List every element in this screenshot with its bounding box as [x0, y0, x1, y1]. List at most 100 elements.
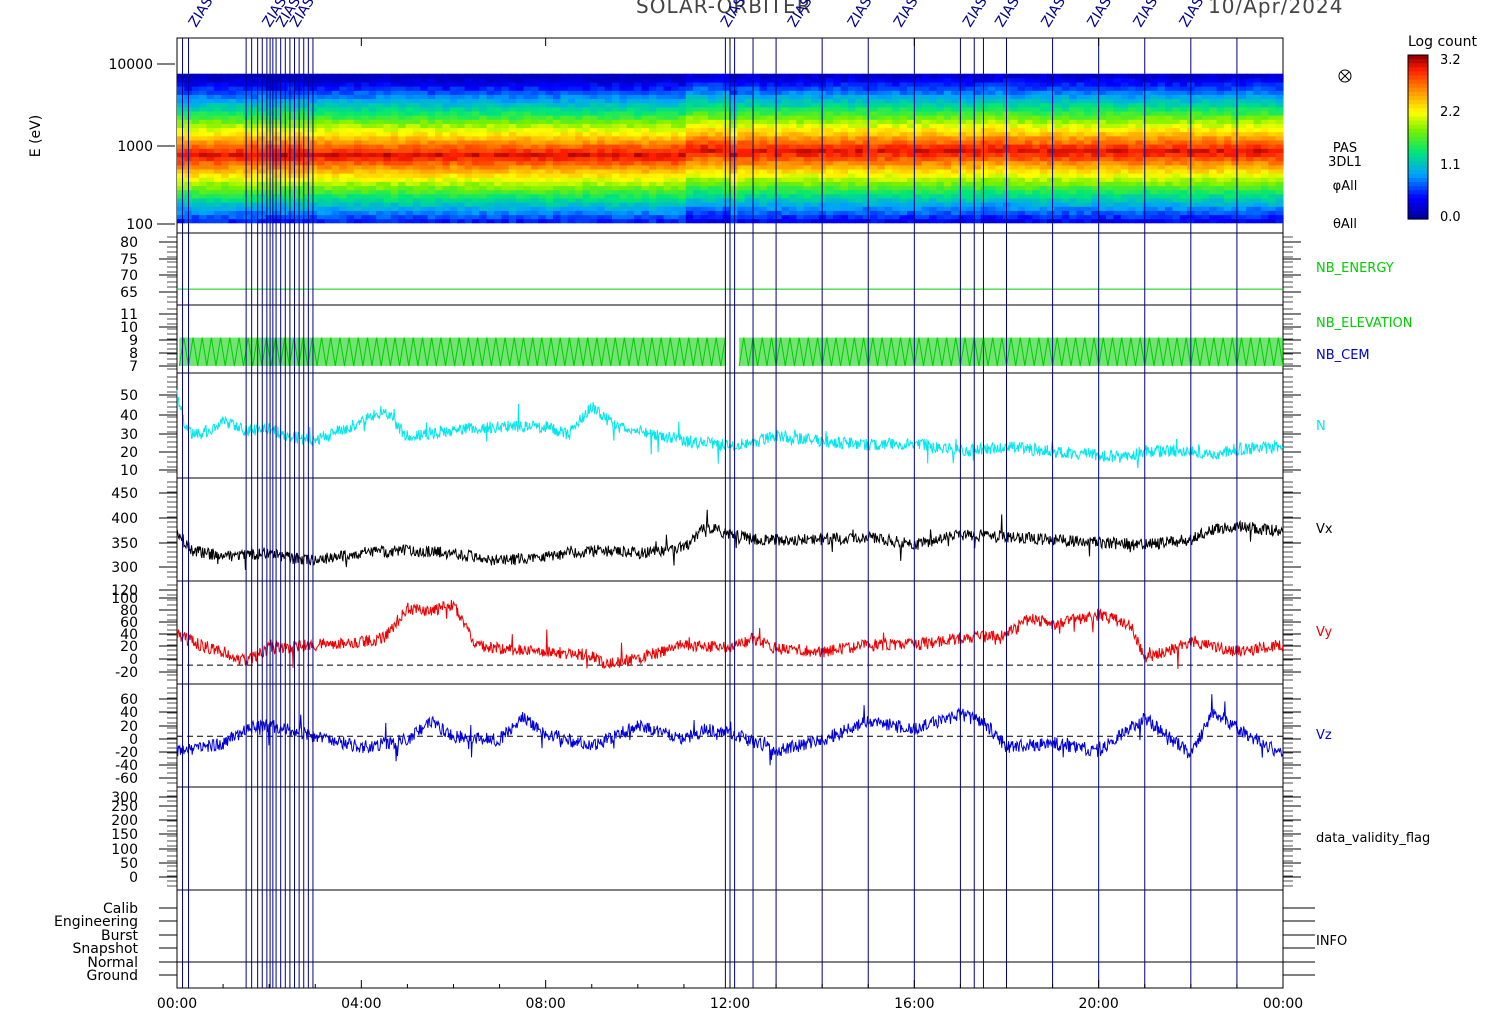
heatmap-cell — [988, 110, 997, 116]
heatmap-cell — [995, 110, 1004, 116]
heatmap-cell — [1091, 131, 1100, 137]
heatmap-cell — [730, 127, 738, 133]
heatmap-cell — [420, 210, 429, 216]
heatmap-cell — [921, 164, 930, 170]
heatmap-cell — [280, 156, 289, 162]
heatmap-cell — [265, 197, 274, 203]
heatmap-cell — [781, 148, 790, 153]
heatmap-cell — [250, 135, 259, 141]
heatmap-cell — [177, 73, 185, 79]
heatmap-cell — [685, 106, 694, 112]
heatmap-cell — [1165, 94, 1173, 100]
heatmap-cell — [486, 206, 495, 211]
heatmap-cell — [464, 156, 473, 162]
heatmap-cell — [361, 152, 370, 158]
heatmap-cell — [744, 152, 753, 158]
heatmap-cell — [907, 119, 915, 124]
heatmap-cell — [604, 110, 613, 116]
heatmap-cell — [626, 152, 635, 158]
heatmap-cell — [1179, 98, 1188, 104]
heatmap-cell — [648, 144, 657, 149]
heatmap-cell — [597, 148, 606, 153]
heatmap-cell — [1150, 90, 1159, 95]
heatmap-cell — [656, 202, 665, 207]
heatmap-cell — [191, 123, 200, 129]
heatmap-cell — [287, 81, 296, 87]
heatmap-cell — [612, 214, 620, 220]
heatmap-cell — [243, 177, 252, 182]
heatmap-cell — [287, 148, 296, 153]
heatmap-cell — [921, 202, 930, 207]
heatmap-cell — [848, 185, 856, 191]
heatmap-cell — [870, 148, 879, 153]
heatmap-cell — [597, 152, 606, 158]
heatmap-cell — [530, 135, 539, 141]
heatmap-cell — [398, 139, 407, 145]
heatmap-cell — [589, 119, 598, 124]
heatmap-cell — [943, 168, 952, 174]
heatmap-cell — [486, 214, 495, 220]
heatmap-cell — [1032, 173, 1041, 178]
heatmap-cell — [464, 123, 473, 129]
heatmap-cell — [855, 115, 864, 120]
heatmap-cell — [390, 115, 399, 120]
heatmap-cell — [1150, 181, 1159, 187]
heatmap-cell — [951, 119, 960, 124]
heatmap-cell — [722, 110, 731, 116]
heatmap-cell — [759, 193, 768, 199]
heatmap-cell — [383, 73, 392, 79]
heatmap-cell — [471, 81, 480, 87]
heatmap-cell — [1120, 214, 1129, 220]
heatmap-cell — [243, 214, 252, 220]
heatmap-cell — [354, 206, 362, 211]
heatmap-cell — [980, 173, 989, 178]
heatmap-cell — [597, 197, 606, 203]
heatmap-cell — [796, 164, 805, 170]
heatmap-cell — [501, 185, 510, 191]
heatmap-cell — [1069, 73, 1078, 79]
heatmap-cell — [1172, 86, 1181, 91]
heatmap-cell — [1039, 86, 1048, 91]
heatmap-cell — [693, 115, 702, 120]
heatmap-cell — [317, 115, 326, 120]
heatmap-cell — [331, 160, 340, 166]
heatmap-cell — [435, 127, 444, 133]
heatmap-cell — [1047, 197, 1056, 203]
heatmap-cell — [671, 177, 679, 182]
heatmap-cell — [479, 173, 488, 178]
heatmap-cell — [619, 185, 628, 191]
heatmap-cell — [206, 144, 215, 149]
heatmap-cell — [1024, 127, 1033, 133]
heatmap-cell — [471, 102, 480, 108]
heatmap-cell — [685, 173, 694, 178]
heatmap-cell — [302, 160, 311, 166]
heatmap-cell — [206, 86, 215, 91]
heatmap-cell — [626, 164, 635, 170]
heatmap-cell — [545, 214, 554, 220]
heatmap-cell — [1106, 202, 1114, 207]
heatmap-cell — [980, 218, 989, 224]
heatmap-cell — [354, 135, 362, 141]
heatmap-cell — [766, 218, 775, 224]
heatmap-cell — [803, 164, 812, 170]
heatmap-cell — [663, 210, 672, 216]
heatmap-cell — [1017, 106, 1026, 112]
heatmap-cell — [1076, 189, 1085, 195]
heatmap-cell — [582, 135, 591, 141]
heatmap-cell — [1069, 110, 1078, 116]
heatmap-cell — [884, 139, 893, 145]
heatmap-cell — [457, 90, 466, 95]
heatmap-cell — [339, 106, 348, 112]
heatmap-cell — [405, 81, 414, 87]
heatmap-cell — [206, 152, 215, 158]
heatmap-cell — [803, 214, 812, 220]
heatmap-cell — [995, 94, 1004, 100]
heatmap-cell — [420, 160, 429, 166]
heatmap-cell — [973, 197, 982, 203]
heatmap-cell — [619, 73, 628, 79]
heatmap-cell — [412, 168, 421, 174]
heatmap-cell — [1128, 106, 1137, 112]
heatmap-cell — [427, 73, 436, 79]
heatmap-cell — [317, 206, 326, 211]
heatmap-cell — [759, 86, 768, 91]
